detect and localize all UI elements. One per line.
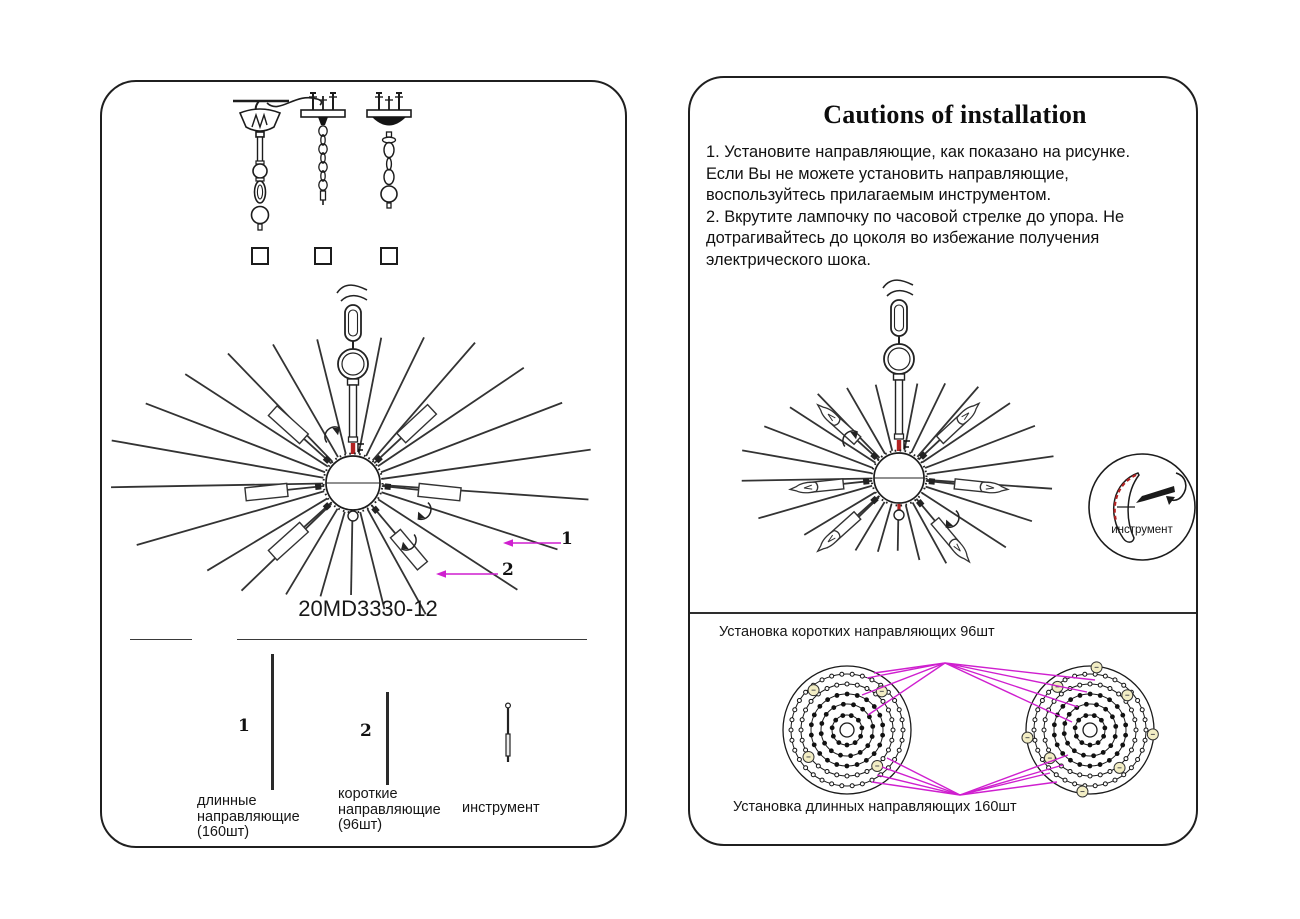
checkbox-square	[314, 247, 332, 265]
tool-part-icon	[504, 702, 512, 762]
part-number-1: 1	[238, 716, 250, 736]
tool-detail-circle	[1088, 453, 1196, 561]
checkbox-square	[380, 247, 398, 265]
pointer-fan-lines	[861, 662, 1096, 796]
parts-divider-long	[237, 639, 587, 640]
bead-wheel-diagrams	[782, 661, 1159, 798]
tool-use-icon	[1112, 472, 1187, 543]
installation-instructions: 1. Установите направляющие, как показано…	[706, 143, 1131, 269]
long-rod-part	[271, 654, 274, 790]
chandelier-drawing-left	[111, 284, 591, 615]
hook-mount-icon	[233, 96, 323, 231]
callout-label-2: 2	[502, 560, 514, 580]
chandelier-drawing-right	[741, 279, 1054, 564]
part-caption-short-rods: короткие направляющие (96шт)	[338, 786, 441, 833]
model-number: 20MD3330-12	[298, 596, 438, 621]
part-caption-tool: инструмент	[462, 800, 540, 816]
caption-short-rods-install: Установка коротких направляющих 96шт	[719, 624, 995, 640]
caption-long-rods-install: Установка длинных направляющих 160шт	[733, 799, 1017, 815]
short-rod-part	[386, 692, 389, 785]
bead-wheel-right	[1021, 661, 1159, 798]
callout-label-1: 1	[561, 529, 573, 549]
parts-divider-short	[130, 639, 192, 640]
right-panel-divider	[690, 612, 1196, 614]
callout-line-1	[503, 539, 561, 547]
callout-line-2	[436, 570, 498, 578]
page-title: Cautions of installation	[823, 100, 1087, 129]
part-number-2: 2	[360, 721, 372, 741]
bead-wheel-left	[782, 665, 912, 795]
chain-mount-icon	[300, 92, 346, 205]
part-caption-long-rods: длинные направляющие (160шт)	[197, 793, 300, 840]
dome-mount-icon	[366, 92, 412, 209]
mounting-options-diagram	[233, 92, 412, 265]
checkbox-square	[251, 247, 269, 265]
tool-circle-label: инструмент	[1111, 524, 1173, 536]
